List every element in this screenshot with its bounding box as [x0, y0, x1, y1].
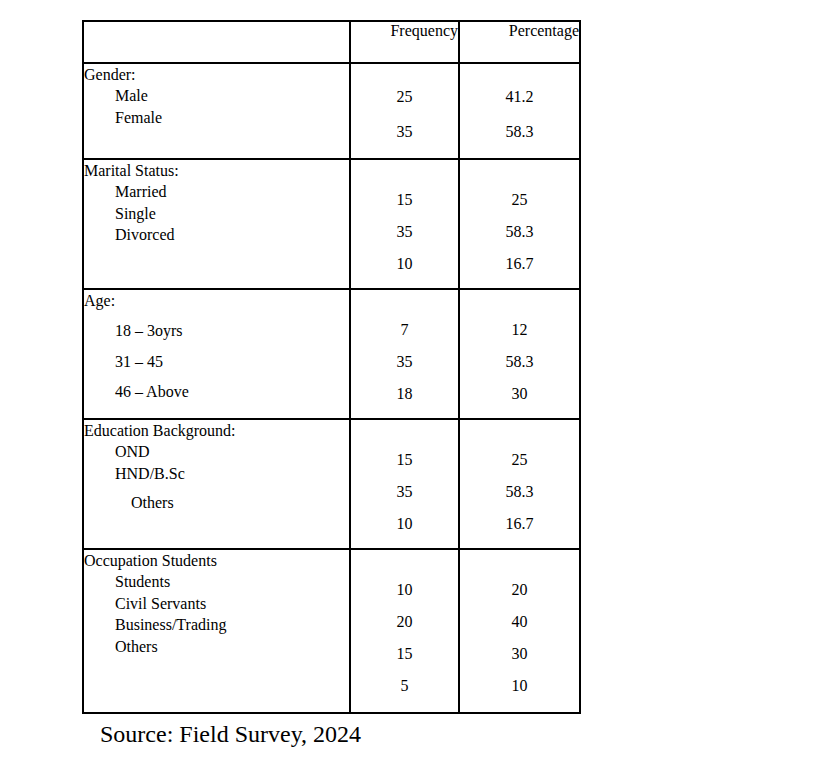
- percentage-cell: 41.258.3: [459, 63, 580, 159]
- category-item: Male: [115, 85, 349, 107]
- percentage-values: 41.258.3: [460, 64, 579, 149]
- percentage-value: 58.3: [460, 346, 579, 378]
- frequency-cell: 153510: [350, 159, 459, 289]
- percentage-values: 20403010: [460, 550, 579, 702]
- frequency-values: 1020155: [351, 550, 458, 702]
- header-frequency-cell: Frequency: [350, 21, 459, 63]
- frequency-value: 5: [351, 670, 458, 702]
- category-title: Age:: [84, 290, 349, 311]
- category-item: HND/B.Sc: [115, 463, 349, 485]
- source-caption: Source: Field Survey, 2024: [100, 721, 361, 748]
- percentage-value: 40: [460, 606, 579, 638]
- category-cell: Occupation StudentsStudentsCivil Servant…: [83, 549, 350, 713]
- frequency-cell: 73518: [350, 289, 459, 419]
- frequency-value: 35: [351, 346, 458, 378]
- category-item: Married: [115, 181, 349, 203]
- frequency-values: 73518: [351, 290, 458, 410]
- percentage-value: 16.7: [460, 248, 579, 280]
- frequency-value: 15: [351, 638, 458, 670]
- category-item: 31 – 45: [115, 351, 349, 373]
- category-cell: Age: 18 – 3oyrs 31 – 45 46 – Above: [83, 289, 350, 419]
- percentage-values: 1258.330: [460, 290, 579, 410]
- category-cell: Education Background:ONDHND/B.Sc Others: [83, 419, 350, 549]
- percentage-value: 58.3: [460, 216, 579, 248]
- percentage-value: 25: [460, 184, 579, 216]
- percentage-cell: 2558.316.7: [459, 159, 580, 289]
- frequency-cell: 1020155: [350, 549, 459, 713]
- category-cell: Gender:MaleFemale: [83, 63, 350, 159]
- frequency-values: 153510: [351, 420, 458, 540]
- header-category-cell: [83, 21, 350, 63]
- demographics-table: Frequency Percentage Gender:MaleFemale25…: [82, 20, 581, 714]
- table-row: Gender:MaleFemale253541.258.3: [83, 63, 580, 159]
- percentage-cell: 20403010: [459, 549, 580, 713]
- table-body: Gender:MaleFemale253541.258.3Marital Sta…: [83, 63, 580, 713]
- percentage-values: 2558.316.7: [460, 420, 579, 540]
- percentage-value: 30: [460, 638, 579, 670]
- category-title: Education Background:: [84, 420, 349, 441]
- percentage-cell: 1258.330: [459, 289, 580, 419]
- category-item: Single: [115, 203, 349, 225]
- document-page: Frequency Percentage Gender:MaleFemale25…: [0, 0, 828, 771]
- percentage-value: 10: [460, 670, 579, 702]
- frequency-value: 25: [351, 79, 458, 114]
- frequency-value: 15: [351, 444, 458, 476]
- percentage-value: 16.7: [460, 508, 579, 540]
- category-cell: Marital Status:MarriedSingleDivorced: [83, 159, 350, 289]
- frequency-values: 153510: [351, 160, 458, 280]
- frequency-value: 35: [351, 114, 458, 149]
- frequency-value: 10: [351, 508, 458, 540]
- category-title: Gender:: [84, 64, 349, 85]
- percentage-value: 58.3: [460, 114, 579, 149]
- percentage-value: 25: [460, 444, 579, 476]
- category-item: 18 – 3oyrs: [115, 320, 349, 342]
- percentage-cell: 2558.316.7: [459, 419, 580, 549]
- table-row: Age:18 – 3oyrs31 – 4546 – Above735181258…: [83, 289, 580, 419]
- frequency-value: 35: [351, 216, 458, 248]
- frequency-value: 7: [351, 314, 458, 346]
- header-row: Frequency Percentage: [83, 21, 580, 63]
- table-row: Occupation StudentsStudentsCivil Servant…: [83, 549, 580, 713]
- percentage-value: 58.3: [460, 476, 579, 508]
- frequency-value: 18: [351, 378, 458, 410]
- frequency-value: 10: [351, 248, 458, 280]
- category-item: Divorced: [115, 224, 349, 246]
- category-item: Others: [131, 492, 349, 514]
- header-percentage-cell: Percentage: [459, 21, 580, 63]
- frequency-values: 2535: [351, 64, 458, 149]
- frequency-value: 10: [351, 574, 458, 606]
- category-item: Female: [115, 107, 349, 129]
- frequency-cell: 153510: [350, 419, 459, 549]
- percentage-value: 30: [460, 378, 579, 410]
- frequency-cell: 2535: [350, 63, 459, 159]
- category-item: OND: [115, 441, 349, 463]
- category-item: 46 – Above: [115, 381, 349, 403]
- frequency-value: 35: [351, 476, 458, 508]
- category-item: Others: [115, 636, 349, 658]
- percentage-value: 41.2: [460, 79, 579, 114]
- frequency-value: 15: [351, 184, 458, 216]
- frequency-value: 20: [351, 606, 458, 638]
- category-title: Occupation Students: [84, 550, 349, 571]
- table-row: Education Background:ONDHND/B.Sc Others15…: [83, 419, 580, 549]
- category-item: Business/Trading: [115, 614, 349, 636]
- category-item: Students: [115, 571, 349, 593]
- percentage-value: 12: [460, 314, 579, 346]
- category-item: Civil Servants: [115, 593, 349, 615]
- percentage-value: 20: [460, 574, 579, 606]
- percentage-values: 2558.316.7: [460, 160, 579, 280]
- category-title: Marital Status:: [84, 160, 349, 181]
- table-row: Marital Status:MarriedSingleDivorced1535…: [83, 159, 580, 289]
